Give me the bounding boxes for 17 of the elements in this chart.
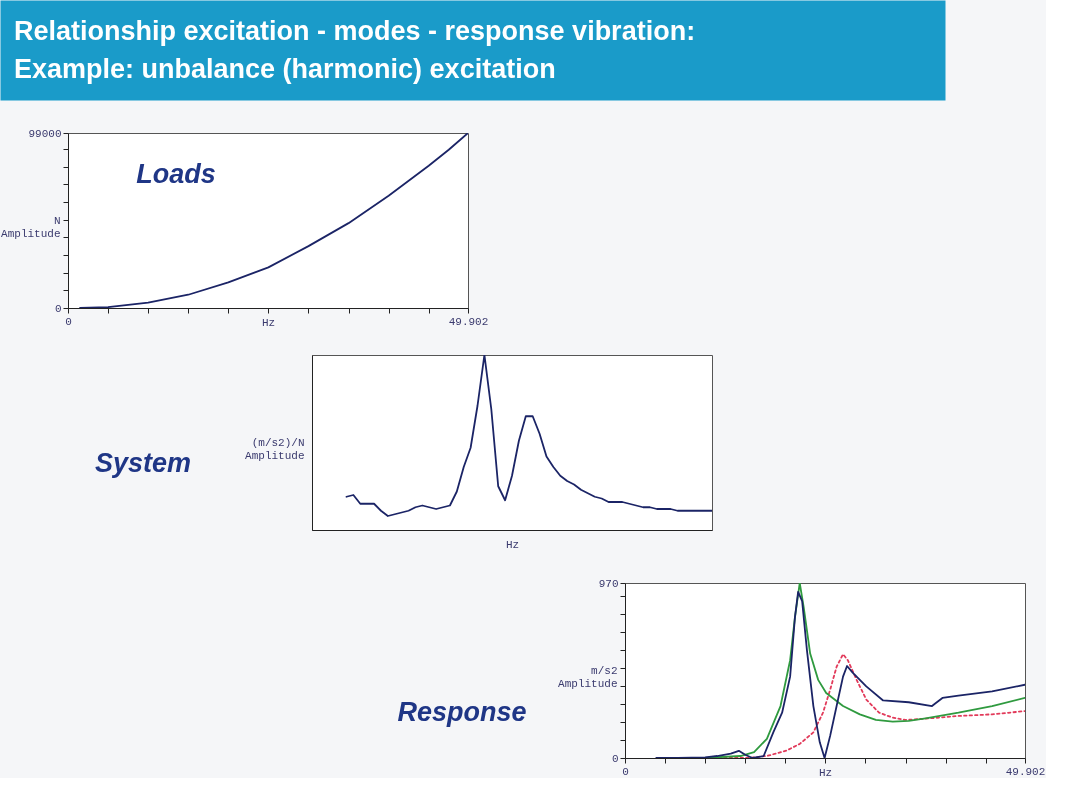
line-series <box>655 590 1025 758</box>
x-tick-label: 49.902 <box>1005 765 1046 778</box>
text: Response <box>397 696 527 727</box>
text: Loads <box>136 159 216 189</box>
x-tick-label: 49.902 <box>448 315 489 328</box>
y-tick-label: 99000 <box>28 127 62 140</box>
text: Example: unbalance (harmonic) excitation <box>14 54 556 84</box>
x-axis-title: Hz <box>505 538 520 551</box>
line-series <box>79 133 468 308</box>
x-axis-title: Hz <box>818 766 833 779</box>
x-axis-title: Hz <box>261 316 276 329</box>
text: System <box>94 447 192 478</box>
y-axis-title: N Amplitude <box>1 215 61 240</box>
y-axis-title: m/s2 Amplitude <box>558 665 618 690</box>
y-axis-title: (m/s2)/N Amplitude <box>245 437 305 462</box>
y-tick-label: 970 <box>598 577 619 590</box>
text: Relationship excitation - modes - response vibration: <box>14 16 696 46</box>
